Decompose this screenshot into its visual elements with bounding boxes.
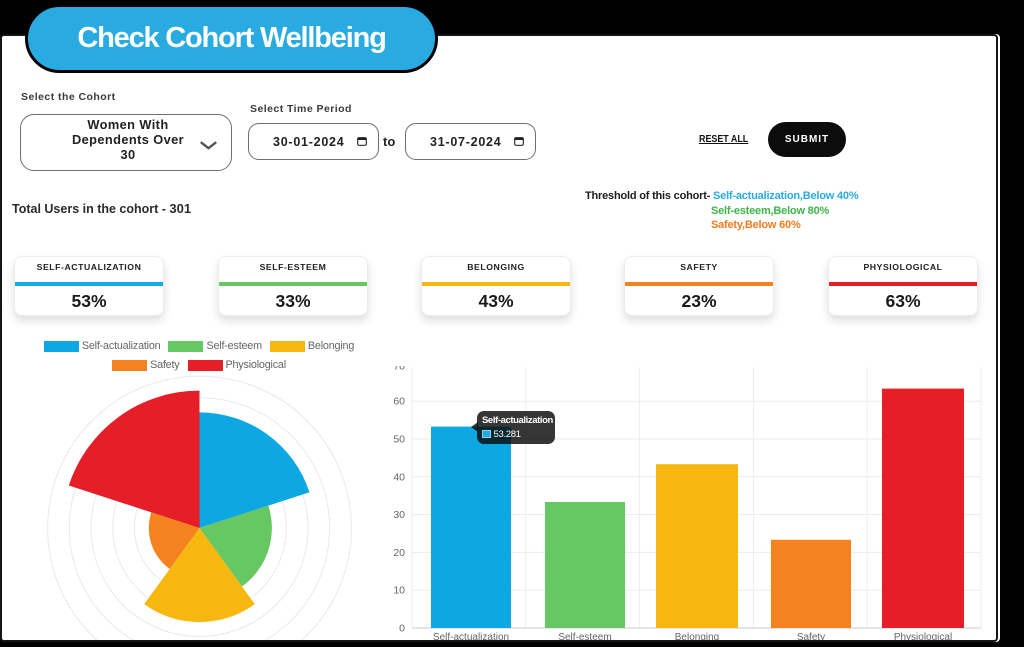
svg-text:20: 20: [393, 547, 405, 559]
svg-text:50: 50: [393, 434, 405, 446]
svg-text:10: 10: [393, 585, 405, 597]
svg-text:70: 70: [393, 366, 405, 373]
svg-text:30: 30: [393, 509, 405, 521]
svg-text:40: 40: [393, 471, 405, 483]
svg-text:Belonging: Belonging: [675, 632, 719, 640]
svg-text:Physiological: Physiological: [894, 632, 952, 640]
svg-text:Safety: Safety: [797, 632, 825, 640]
svg-text:Self-actualization: Self-actualization: [433, 632, 509, 640]
svg-text:0: 0: [399, 623, 405, 635]
svg-text:60: 60: [393, 396, 405, 408]
svg-text:Self-esteem: Self-esteem: [558, 632, 611, 640]
